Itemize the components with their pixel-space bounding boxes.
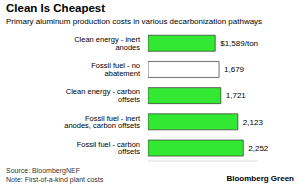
svg-text:1,721: 1,721 <box>226 91 247 100</box>
svg-text:Clean energy - inertanodes: Clean energy - inertanodes <box>74 35 141 52</box>
html-text:Primary aluminum production co: Primary aluminum production costs in var… <box>6 17 263 26</box>
svg-text:Fossil fuel - inertanodes, car: Fossil fuel - inertanodes, carbon offset… <box>64 114 141 130</box>
svg-text:2,123: 2,123 <box>243 118 264 127</box>
html-text:Bloomberg Green: Bloomberg Green <box>226 174 294 183</box>
html-text:Note: First-of-a-kind plant co: Note: First-of-a-kind plant costs <box>6 176 104 183</box>
svg-text:1,679: 1,679 <box>224 65 245 74</box>
svg-text:Fossil fuel - noabatement: Fossil fuel - noabatement <box>91 61 141 77</box>
html-text:Clean Is Cheapest: Clean Is Cheapest <box>6 2 106 14</box>
svg-text:$1,589/ton: $1,589/ton <box>220 39 258 48</box>
html-text:Source: BloombergNEF: Source: BloombergNEF <box>6 167 80 174</box>
svg-text:Clean energy - carbonoffsets: Clean energy - carbonoffsets <box>66 87 140 104</box>
svg-text:2,252: 2,252 <box>248 144 269 153</box>
svg-text:Fossil fuel - carbonoffsets: Fossil fuel - carbonoffsets <box>77 140 141 157</box>
